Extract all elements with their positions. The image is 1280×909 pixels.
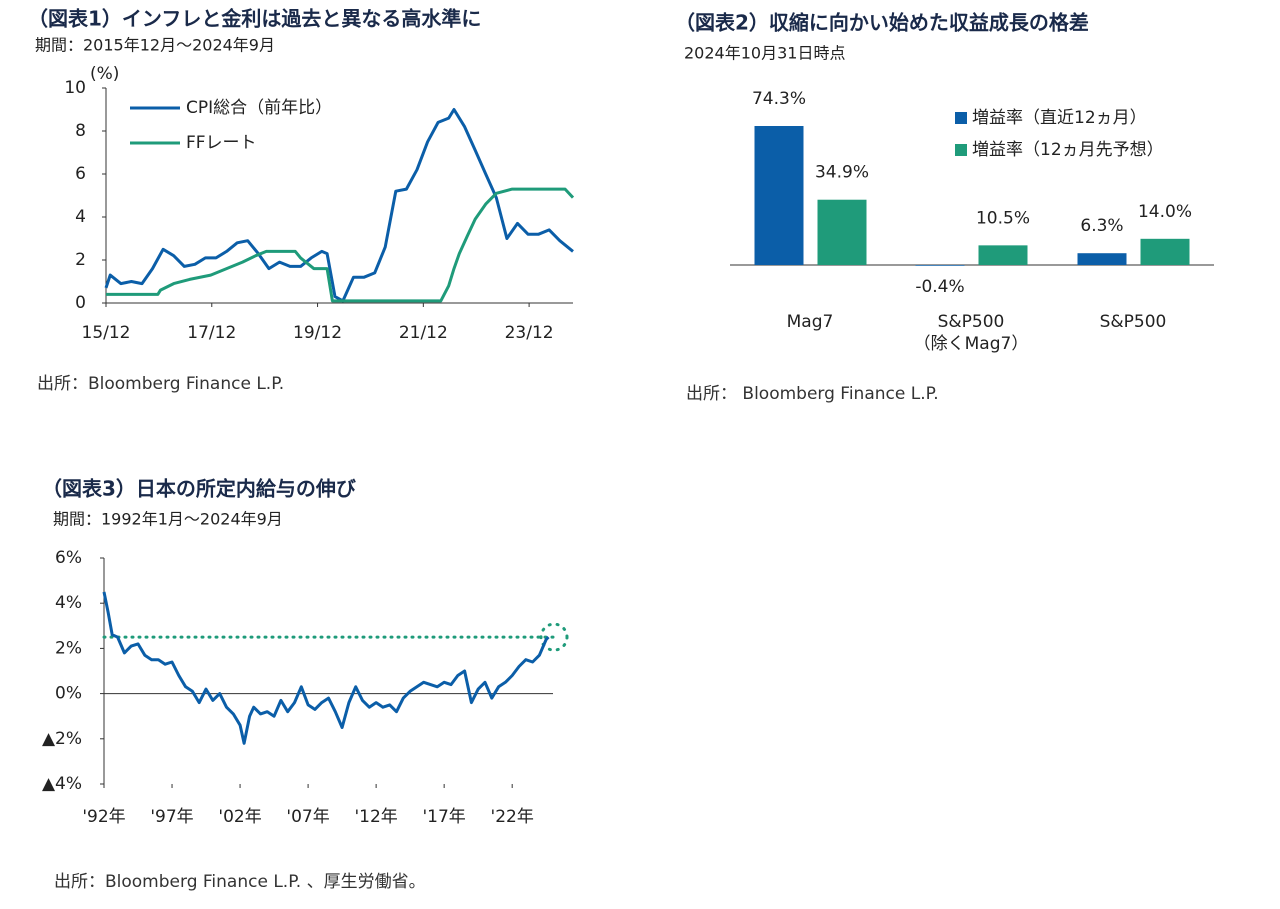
x-tick-label: 15/12	[82, 323, 131, 343]
y-tick-label: 2%	[55, 638, 82, 658]
bar	[1077, 253, 1127, 265]
value-label: 10.5%	[976, 208, 1030, 228]
chart-subtitle: 期間：1992年1月～2024年9月	[53, 510, 283, 529]
value-label: -0.4%	[915, 277, 964, 297]
legend-label: CPI総合（前年比）	[186, 98, 332, 118]
legend-label: FFレート	[186, 133, 257, 153]
legend-swatch	[955, 112, 967, 124]
y-tick-label: 6%	[55, 548, 82, 568]
y-tick-label: 0	[75, 293, 86, 313]
value-label: 34.9%	[815, 163, 869, 183]
chart-source: 出所： Bloomberg Finance L.P.	[686, 384, 939, 404]
bar	[915, 265, 965, 266]
y-tick-label: 10	[64, 78, 86, 98]
legend-label: 増益率（12ヵ月先予想）	[972, 140, 1164, 160]
highlight-circle	[539, 622, 569, 652]
y-tick-label: ▲2%	[42, 729, 82, 749]
x-tick-label: S&P500 （除くMag7）	[913, 312, 1029, 354]
x-tick-label: 23/12	[505, 323, 554, 343]
x-tick-label: '92年	[82, 807, 125, 827]
bar	[817, 199, 867, 265]
chart-subtitle: 期間：2015年12月～2024年9月	[35, 36, 275, 55]
y-tick-label: ▲4%	[42, 774, 82, 794]
legend-swatch	[955, 144, 967, 156]
chart-subtitle: 2024年10月31日時点	[684, 44, 845, 63]
chart-title: （図表2）収縮に向かい始めた収益成長の格差	[675, 11, 1089, 35]
bar	[754, 126, 804, 265]
value-label: 74.3%	[752, 89, 806, 109]
y-tick-label: 4%	[55, 593, 82, 613]
y-tick-label: 6	[75, 164, 86, 184]
chart-source: 出所：Bloomberg Finance L.P.	[37, 374, 284, 394]
value-label: 14.0%	[1138, 202, 1192, 222]
y-tick-label: 8	[75, 121, 86, 141]
x-tick-label: Mag7	[786, 312, 834, 332]
x-tick-label: '22年	[491, 807, 534, 827]
value-label: 6.3%	[1080, 216, 1123, 236]
chart-source: 出所：Bloomberg Finance L.P. 、厚生労働省。	[54, 872, 426, 892]
chart-title: （図表3）日本の所定内給与の伸び	[42, 477, 357, 501]
chart-title: （図表1）インフレと金利は過去と異なる高水準に	[28, 7, 481, 31]
line-series	[102, 591, 550, 745]
x-tick-label: 17/12	[187, 323, 236, 343]
x-tick-label: 21/12	[399, 323, 448, 343]
bar	[1140, 238, 1190, 265]
x-tick-label: '02年	[218, 807, 261, 827]
line-series	[104, 108, 574, 303]
legend-label: 増益率（直近12ヵ月）	[972, 108, 1147, 128]
y-unit: (%)	[90, 64, 119, 84]
x-tick-label: 19/12	[293, 323, 342, 343]
x-tick-label: '12年	[354, 807, 397, 827]
y-tick-label: 2	[75, 250, 86, 270]
bar	[978, 245, 1028, 265]
y-tick-label: 4	[75, 207, 86, 227]
y-tick-label: 0%	[55, 684, 82, 704]
line-series	[106, 187, 575, 303]
x-tick-label: '97年	[150, 807, 193, 827]
x-tick-label: S&P500	[1099, 312, 1167, 332]
x-tick-label: '07年	[286, 807, 329, 827]
x-tick-label: '17年	[422, 807, 465, 827]
